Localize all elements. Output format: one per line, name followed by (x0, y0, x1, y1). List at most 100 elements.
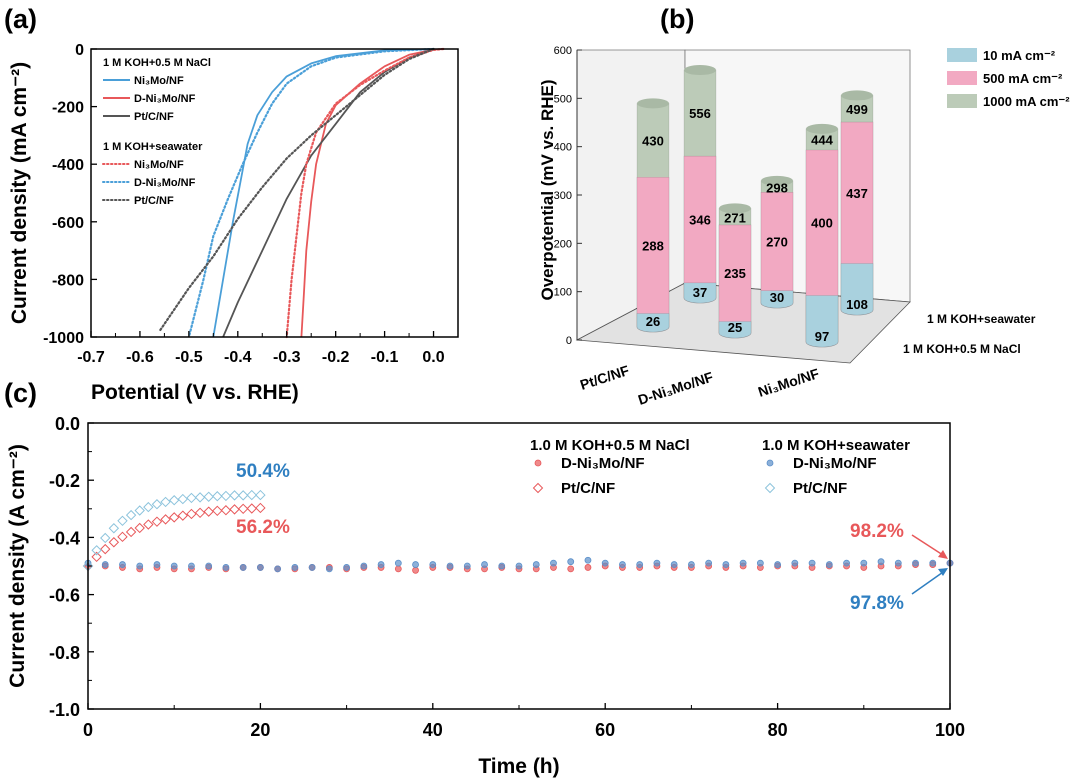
panel-a-curves (158, 47, 445, 339)
legend-swatch (947, 71, 977, 85)
arrow-98-2 (911, 534, 947, 558)
annotation-98-2: 98.2% (850, 521, 904, 542)
data-point (229, 504, 240, 515)
data-point (860, 559, 868, 567)
series-line-dotted (158, 47, 435, 333)
data-point (412, 566, 419, 574)
data-point (377, 561, 385, 568)
data-point (212, 505, 223, 517)
data-point (308, 564, 316, 571)
data-point (194, 492, 206, 503)
arrowhead-98-2 (938, 550, 948, 559)
data-point (894, 559, 902, 567)
panel-b-category-pt: Pt/C/NF (578, 362, 631, 393)
data-point (203, 491, 214, 502)
data-point (125, 526, 137, 538)
panel-a-legend: 1 M KOH+0.5 M NaCl Ni₃Mo/NF D-Ni₃Mo/NF Pt/C… (102, 57, 211, 207)
legend-marker (532, 482, 544, 494)
x-tick-label: 80 (768, 720, 788, 740)
series-line-solid (222, 48, 434, 338)
cylinder-bar: 25 235 271 (718, 203, 752, 339)
panel-b-category-ni3mo: Ni₃Mo/NF (756, 365, 822, 400)
data-point (825, 561, 833, 568)
x-tick-label: -0.2 (322, 349, 350, 366)
cylinder-segment (840, 263, 874, 316)
data-point (239, 564, 247, 571)
y-tick-label: -0.4 (49, 528, 80, 548)
data-point (168, 495, 180, 506)
cylinder-top (684, 65, 716, 76)
data-point (481, 561, 488, 568)
cylinder-value-label: 26 (646, 314, 660, 329)
data-point (653, 559, 661, 567)
data-point (237, 503, 249, 515)
data-point (343, 564, 351, 571)
legend-swatch (947, 94, 977, 108)
legend-label: 500 mA cm⁻² (983, 71, 1063, 86)
data-point (774, 561, 781, 568)
cylinder-value-label: 437 (846, 186, 868, 201)
data-point (256, 564, 264, 571)
y-tick-label: -1000 (43, 330, 84, 347)
legend-label: Ni₃Mo/NF (134, 159, 184, 171)
panel-a-x-axis-title: Potential (V vs. RHE) (91, 381, 299, 404)
data-point (220, 490, 232, 502)
legend-group-title: 1 M KOH+seawater (103, 141, 203, 153)
panel-b-depth-label-seawater: 1 M KOH+seawater (927, 312, 1036, 326)
legend-group-title: 1.0 M KOH+0.5 M NaCl (530, 437, 690, 454)
cylinder-value-label: 270 (766, 235, 788, 250)
legend-label: D-Ni₃Mo/NF (134, 93, 196, 105)
panel-b-cylinders: 37 346 556 30 270 298 108 437 499 26 288 430 25 235 27… (636, 65, 874, 348)
cylinder-bar: 97 400 444 (805, 123, 839, 348)
cylinder-value-label: 288 (642, 238, 664, 253)
cylinder-value-label: 271 (724, 211, 746, 226)
annotation-50-4: 50.4% (236, 461, 290, 482)
legend-label: D-Ni₃Mo/NF (793, 455, 877, 472)
legend-label: 10 mA cm⁻² (983, 48, 1056, 63)
y-tick-label: 0 (75, 42, 84, 59)
series-line-dotted (187, 47, 435, 339)
cylinder-segment (636, 313, 670, 333)
data-point (722, 561, 730, 568)
cylinder-value-label: 556 (689, 106, 711, 121)
legend-marker (766, 459, 774, 467)
data-point (186, 492, 197, 504)
data-point (567, 558, 575, 566)
cylinder-value-label: 37 (693, 285, 707, 300)
cylinder-top (841, 90, 873, 101)
cylinder-top (637, 98, 669, 109)
x-tick-label: -0.1 (371, 349, 399, 366)
data-point (117, 531, 128, 543)
y-tick-label: -600 (52, 215, 84, 232)
y-tick-label: -0.8 (49, 643, 80, 663)
cylinder-value-label: 30 (770, 290, 784, 305)
data-point (325, 565, 333, 573)
data-point (170, 562, 178, 570)
data-point (186, 508, 197, 520)
series-line-solid (212, 48, 434, 338)
data-point (188, 562, 195, 570)
cylinder-segment (683, 155, 717, 304)
data-point (619, 561, 626, 568)
y-tick-label: 200 (554, 238, 572, 250)
cylinder-value-label: 298 (766, 181, 788, 196)
data-point (108, 523, 120, 534)
data-point (274, 565, 282, 573)
data-point (394, 565, 402, 573)
y-tick-label: 0 (566, 335, 572, 347)
panel-b-y-axis-title: Overpotential (mV vs. RHE) (538, 79, 557, 300)
data-point (756, 559, 764, 567)
legend-label: Pt/C/NF (134, 111, 174, 123)
cylinder-bar: 30 270 298 (760, 175, 794, 309)
y-tick-label: -400 (52, 157, 84, 174)
data-point (498, 562, 506, 570)
y-tick-label: 500 (554, 93, 572, 105)
panel-c-x-axis-title: Time (h) (478, 755, 559, 778)
data-point (463, 562, 471, 570)
data-point (160, 496, 171, 508)
cylinder-top (761, 175, 793, 186)
cylinder-value-label: 108 (846, 297, 868, 312)
data-point (143, 501, 154, 513)
legend-label: D-Ni₃Mo/NF (134, 177, 196, 189)
